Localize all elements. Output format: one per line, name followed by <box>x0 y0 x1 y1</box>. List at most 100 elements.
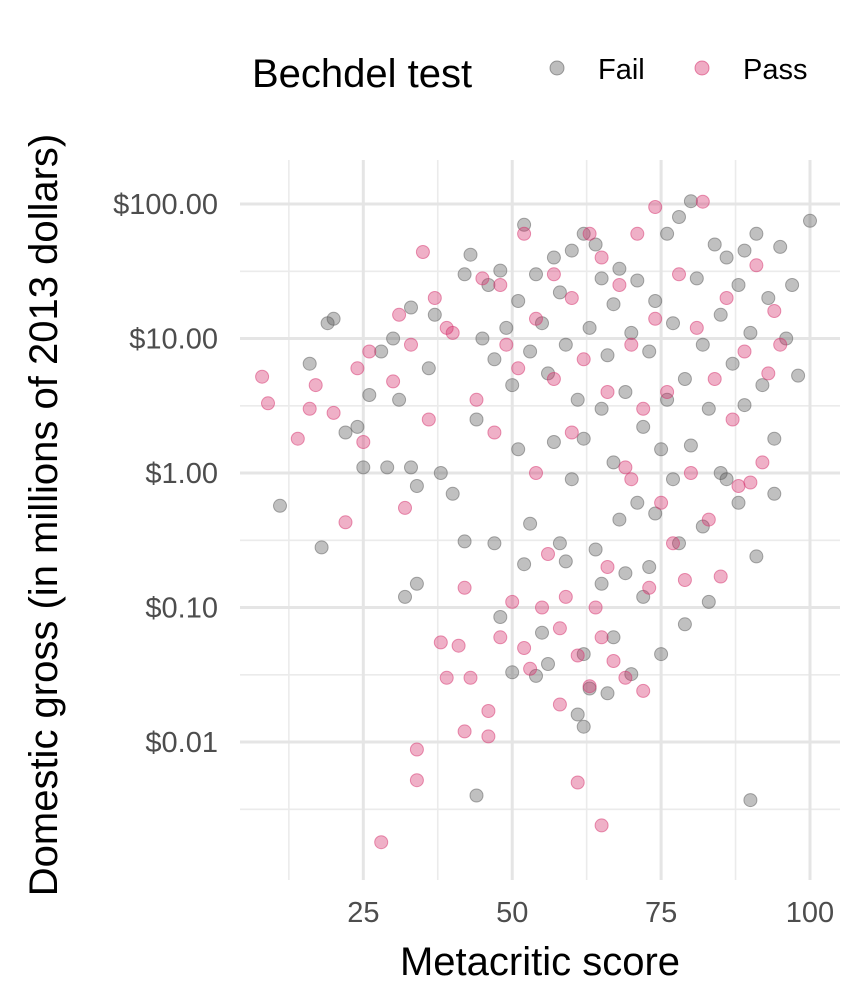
data-point-fail <box>314 540 329 555</box>
data-point-fail <box>630 273 645 288</box>
data-point-fail <box>392 392 407 407</box>
data-point-pass <box>409 742 424 757</box>
data-point-fail <box>731 495 746 510</box>
data-point-fail <box>546 250 561 265</box>
data-point-pass <box>737 344 752 359</box>
data-point-fail <box>302 356 317 371</box>
data-point-fail <box>409 576 424 591</box>
data-point-pass <box>588 600 603 615</box>
data-point-pass <box>630 226 645 241</box>
data-point-pass <box>493 278 508 292</box>
data-point-pass <box>261 396 275 411</box>
data-point-fail <box>767 486 782 501</box>
data-point-fail <box>713 307 728 322</box>
data-point-fail <box>677 372 692 386</box>
x-tick-label: 50 <box>496 897 528 929</box>
data-point-fail <box>558 554 573 569</box>
data-point-pass <box>469 392 484 407</box>
data-point-pass <box>624 472 639 487</box>
data-point-fail <box>404 300 418 315</box>
data-point-pass <box>767 304 782 318</box>
data-point-pass <box>362 344 377 359</box>
data-point-fail <box>558 337 573 352</box>
data-point-fail <box>326 311 341 326</box>
data-point-fail <box>523 516 538 531</box>
data-point-pass <box>421 412 436 427</box>
data-point-fail <box>511 442 526 457</box>
data-point-pass <box>475 271 490 286</box>
data-point-pass <box>654 495 669 510</box>
data-point-fail <box>404 460 418 475</box>
data-point-pass <box>719 291 734 305</box>
data-point-fail <box>552 285 567 300</box>
data-point-fail <box>409 479 424 493</box>
data-point-fail <box>666 472 680 487</box>
data-point-fail <box>767 431 782 446</box>
y-tick-label: $100.00 <box>113 189 218 221</box>
data-point-fail <box>749 549 764 564</box>
data-point-pass <box>683 466 698 480</box>
data-point-fail <box>672 210 686 224</box>
data-point-fail <box>499 320 514 335</box>
data-point-fail <box>398 589 412 604</box>
data-point-fail <box>677 617 692 632</box>
data-point-fail <box>523 344 538 359</box>
data-point-pass <box>493 630 508 645</box>
data-point-pass <box>564 425 579 440</box>
data-point-fail <box>588 542 603 557</box>
data-point-fail <box>618 385 633 399</box>
data-point-pass <box>415 245 430 259</box>
data-point-pass <box>427 291 442 305</box>
data-point-pass <box>600 560 615 574</box>
data-point-fail <box>612 261 627 276</box>
data-point-pass <box>558 589 573 604</box>
data-point-pass <box>707 372 722 386</box>
data-point-fail <box>666 316 680 331</box>
legend-label-fail: Fail <box>598 54 645 86</box>
data-point-pass <box>546 372 561 386</box>
data-point-fail <box>576 719 591 734</box>
data-point-pass <box>511 361 526 376</box>
data-point-fail <box>791 368 806 383</box>
data-point-pass <box>576 352 591 367</box>
data-point-fail <box>433 466 448 480</box>
data-point-fail <box>356 460 371 475</box>
data-point-pass <box>582 226 597 241</box>
data-point-fail <box>570 707 585 722</box>
data-point-pass <box>255 369 270 384</box>
legend-title: Bechdel test <box>252 52 472 96</box>
data-point-fail <box>606 297 621 312</box>
data-point-fail <box>493 263 508 278</box>
data-point-pass <box>457 724 472 739</box>
data-point-pass <box>481 729 496 744</box>
data-point-pass <box>755 455 770 470</box>
data-point-fail <box>427 307 442 322</box>
data-point-pass <box>743 475 758 490</box>
data-point-fail <box>552 536 567 551</box>
data-point-fail <box>475 331 490 346</box>
data-point-pass <box>552 697 567 712</box>
data-point-fail <box>648 294 663 308</box>
data-point-pass <box>660 385 675 399</box>
data-point-pass <box>386 374 401 389</box>
y-tick-label: $1.00 <box>145 458 218 490</box>
data-point-pass <box>439 320 454 335</box>
data-point-pass <box>701 512 716 527</box>
data-point-fail <box>273 498 287 513</box>
data-point-pass <box>433 635 448 650</box>
data-point-fail <box>582 320 597 335</box>
data-point-fail <box>695 337 710 352</box>
data-point-pass <box>642 580 657 595</box>
data-point-fail <box>606 455 621 470</box>
data-point-pass <box>761 366 776 381</box>
data-point-fail <box>701 594 716 609</box>
data-point-pass <box>326 405 341 420</box>
data-point-fail <box>642 344 657 359</box>
data-point-fail <box>463 247 478 262</box>
data-point-fail <box>457 267 472 282</box>
data-point-fail <box>588 237 603 252</box>
data-point-fail <box>487 536 502 551</box>
data-point-fail <box>773 239 788 254</box>
data-point-pass <box>529 311 543 326</box>
data-point-fail <box>654 442 669 457</box>
